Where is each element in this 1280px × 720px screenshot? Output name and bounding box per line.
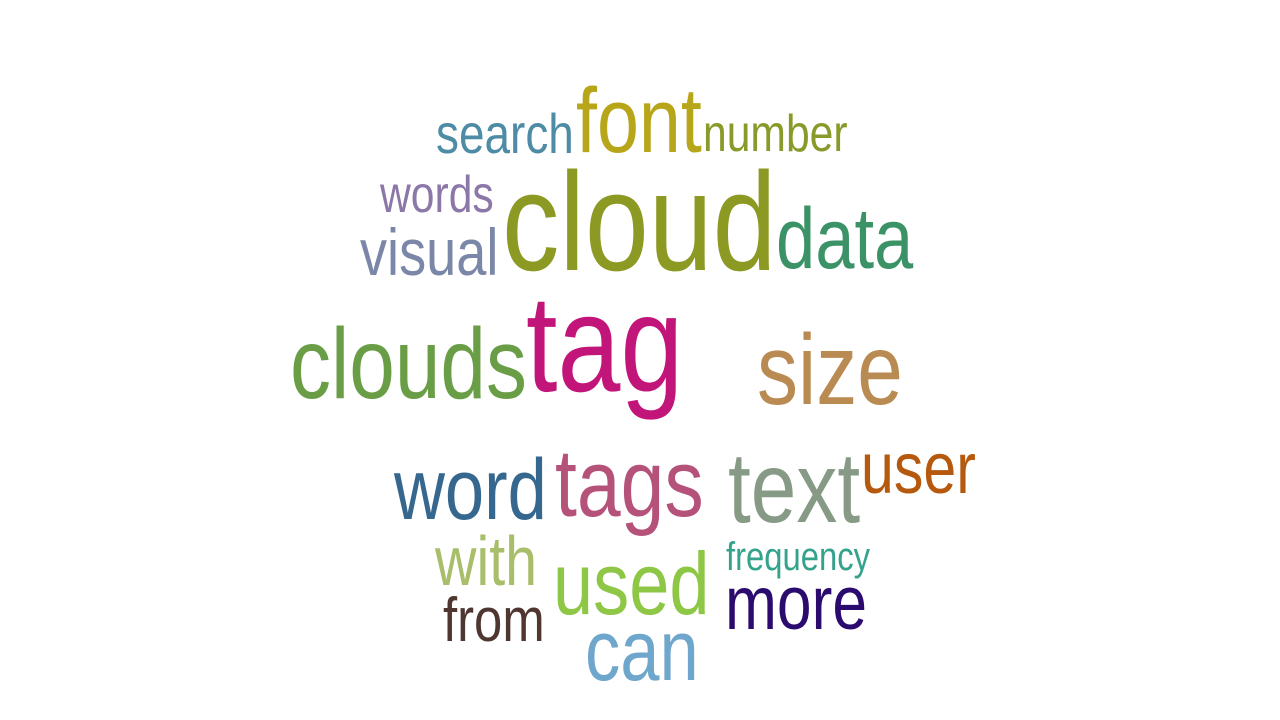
word-text: text: [728, 432, 861, 544]
word-data: data: [776, 191, 914, 287]
word-visual: visual: [360, 215, 499, 289]
word-number: number: [703, 105, 848, 163]
word-tags: tags: [555, 430, 704, 537]
word-size: size: [757, 314, 903, 426]
word-with: with: [435, 522, 538, 600]
word-can: can: [585, 603, 699, 699]
word-font: font: [576, 70, 702, 172]
word-cloud-term: cloud: [502, 143, 777, 300]
word-frequency: frequency: [726, 535, 871, 579]
word-tag: tag: [526, 267, 684, 421]
word-word: word: [394, 442, 547, 538]
word-more: more: [725, 561, 867, 646]
word-clouds: clouds: [290, 308, 528, 420]
word-words: words: [380, 166, 494, 224]
word-search: search: [436, 102, 574, 165]
word-used: used: [553, 534, 710, 633]
word-from: from: [443, 586, 545, 655]
word-user: user: [861, 429, 976, 509]
